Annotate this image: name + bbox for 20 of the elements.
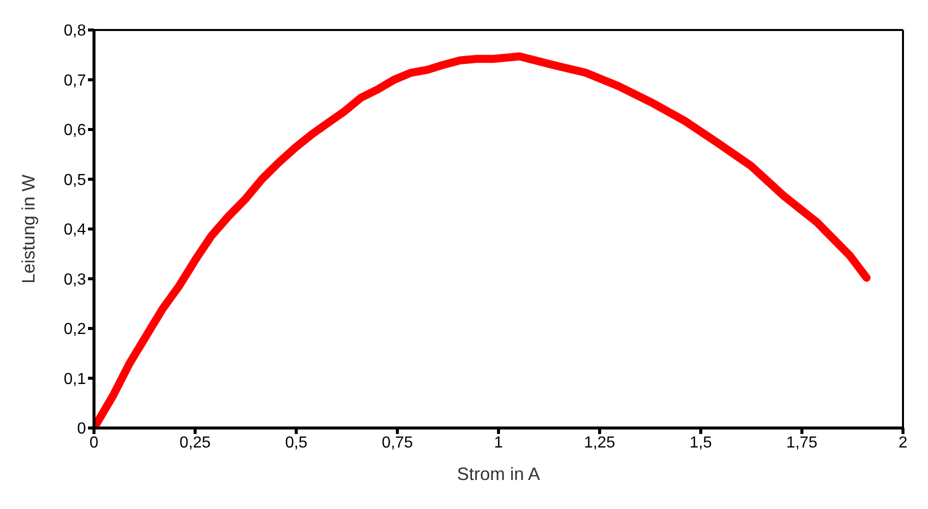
y-tick-label: 0 bbox=[77, 420, 86, 438]
y-tick-label: 0,7 bbox=[64, 72, 86, 90]
y-tick-label: 0,3 bbox=[64, 271, 86, 288]
x-tick-label: 1,25 bbox=[584, 434, 616, 452]
x-tick-label: 0 bbox=[90, 434, 99, 452]
y-axis-title: Leistung in W bbox=[18, 174, 38, 284]
x-tick-label: 1,75 bbox=[786, 434, 818, 452]
y-tick-label: 0,8 bbox=[64, 22, 86, 40]
y-tick-label: 0,1 bbox=[64, 370, 86, 388]
x-axis-title: Strom in A bbox=[456, 464, 540, 484]
x-tick-label: 0,25 bbox=[180, 434, 211, 452]
y-tick-label: 0,5 bbox=[64, 172, 86, 189]
x-tick-label: 0,75 bbox=[382, 434, 414, 452]
x-tick-label: 0,5 bbox=[285, 434, 308, 452]
y-tick-label: 0,2 bbox=[64, 321, 86, 338]
y-tick-label: 0,6 bbox=[64, 122, 86, 140]
x-tick-label: 1 bbox=[494, 434, 504, 452]
x-tick-label: 2 bbox=[898, 434, 908, 452]
y-tick-label: 0,4 bbox=[64, 222, 86, 239]
x-tick-label: 1,5 bbox=[690, 434, 712, 452]
